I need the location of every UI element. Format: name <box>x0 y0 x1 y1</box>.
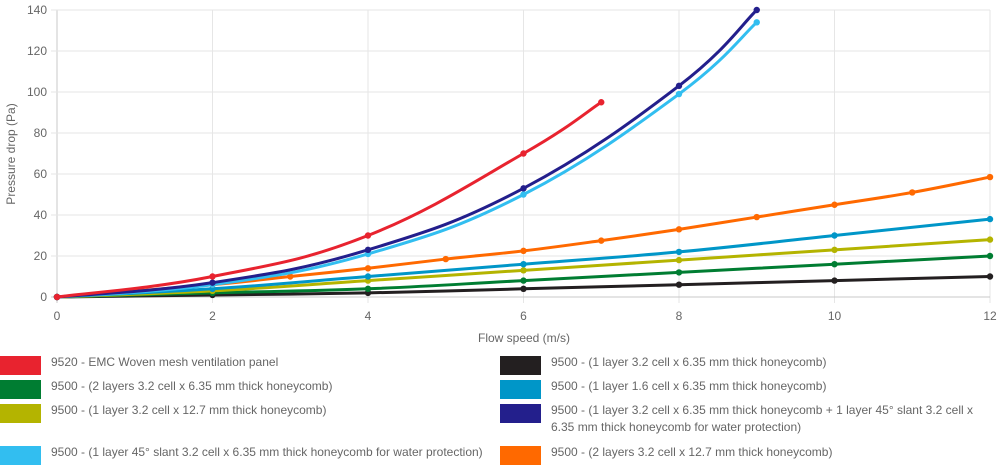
data-point[interactable] <box>442 255 449 263</box>
legend-item-series-6[interactable]: 9500 - (1 layer 45° slant 3.2 cell x 6.3… <box>0 444 490 465</box>
series-0 <box>53 99 605 301</box>
legend-label: 9500 - (1 layer 1.6 cell x 6.35 mm thick… <box>551 379 827 393</box>
legend-item-series-7[interactable]: 9500 - (2 layers 3.2 cell x 12.7 mm thic… <box>500 444 980 465</box>
legend-item-series-2[interactable]: 9500 - (2 layers 3.2 cell x 6.35 mm thic… <box>0 378 480 399</box>
data-point[interactable] <box>831 246 838 254</box>
y-tick-label: 20 <box>34 249 48 263</box>
series-layer <box>53 6 994 301</box>
data-point[interactable] <box>364 265 372 272</box>
data-point[interactable] <box>675 248 683 256</box>
data-point[interactable] <box>598 99 605 106</box>
data-point[interactable] <box>986 252 994 260</box>
data-point[interactable] <box>520 247 527 255</box>
data-point[interactable] <box>831 277 838 284</box>
legend-swatch <box>0 446 41 465</box>
y-tick-label: 100 <box>27 85 47 99</box>
data-point[interactable] <box>986 236 994 243</box>
data-point[interactable] <box>520 285 527 292</box>
data-point[interactable] <box>753 19 760 26</box>
data-point[interactable] <box>520 191 527 198</box>
legend-swatch <box>500 356 541 375</box>
y-tick-label: 60 <box>34 167 48 181</box>
data-point[interactable] <box>909 189 916 196</box>
legend: 9520 - EMC Woven mesh ventilation panel … <box>0 350 1000 466</box>
legend-swatch <box>500 380 541 399</box>
legend-item-series-4[interactable]: 9500 - (1 layer 3.2 cell x 12.7 mm thick… <box>0 402 480 423</box>
data-point[interactable] <box>287 273 294 280</box>
data-point[interactable] <box>831 201 838 208</box>
legend-item-series-0[interactable]: 9520 - EMC Woven mesh ventilation panel <box>0 354 480 375</box>
x-tick-label: 6 <box>520 309 527 323</box>
x-gridlines <box>56 10 991 303</box>
data-point[interactable] <box>675 226 683 233</box>
data-point[interactable] <box>753 213 760 221</box>
y-tick-label: 40 <box>34 208 48 222</box>
y-tick-label: 80 <box>34 126 48 140</box>
legend-swatch <box>0 356 41 375</box>
data-point[interactable] <box>675 281 683 288</box>
y-gridlines <box>51 9 990 298</box>
x-tick-label: 12 <box>983 309 997 323</box>
x-tick-label: 2 <box>209 309 216 323</box>
data-point[interactable] <box>675 269 683 276</box>
legend-label: 9500 - (1 layer 45° slant 3.2 cell x 6.3… <box>51 445 483 459</box>
data-point[interactable] <box>364 246 372 254</box>
data-point[interactable] <box>364 285 372 292</box>
data-point[interactable] <box>675 90 683 98</box>
legend-swatch <box>500 404 541 423</box>
data-point[interactable] <box>209 279 216 286</box>
data-point[interactable] <box>520 277 527 284</box>
series-5 <box>53 6 760 301</box>
legend-label: 9500 - (1 layer 3.2 cell x 6.35 mm thick… <box>551 355 827 369</box>
legend-label: 9520 - EMC Woven mesh ventilation panel <box>51 355 279 369</box>
data-point[interactable] <box>598 237 605 244</box>
x-tick-label: 8 <box>676 309 683 323</box>
legend-label: 9500 - (2 layers 3.2 cell x 12.7 mm thic… <box>551 445 833 459</box>
x-tick-label: 4 <box>365 309 372 323</box>
legend-item-series-3[interactable]: 9500 - (1 layer 1.6 cell x 6.35 mm thick… <box>500 378 980 399</box>
data-point[interactable] <box>986 173 994 181</box>
y-tick-label: 120 <box>27 44 47 58</box>
x-tick-labels: 0 2 4 6 8 10 12 <box>54 309 997 323</box>
data-point[interactable] <box>364 273 372 280</box>
y-tick-labels: 0 20 40 60 80 100 120 140 <box>27 3 47 304</box>
legend-label: 9500 - (1 layer 3.2 cell x 12.7 mm thick… <box>51 403 327 417</box>
legend-item-series-5[interactable]: 9500 - (1 layer 3.2 cell x 6.35 mm thick… <box>500 402 980 436</box>
y-tick-label: 140 <box>27 3 47 17</box>
data-point[interactable] <box>831 232 838 239</box>
data-point[interactable] <box>520 267 527 274</box>
data-point[interactable] <box>520 150 527 157</box>
legend-swatch <box>0 404 41 423</box>
y-axis-title: Pressure drop (Pa) <box>4 103 18 204</box>
series-line <box>55 100 603 299</box>
line-chart: 0 20 40 60 80 100 120 140 0 2 4 6 8 10 12 Pressure dr… <box>4 3 997 345</box>
legend-label: 9500 - (1 layer 3.2 cell x 6.35 mm thick… <box>551 403 974 434</box>
data-point[interactable] <box>520 185 527 192</box>
x-axis-title: Flow speed (m/s) <box>478 331 570 345</box>
data-point[interactable] <box>753 6 760 14</box>
legend-label: 9500 - (2 layers 3.2 cell x 6.35 mm thic… <box>51 379 333 393</box>
data-point[interactable] <box>209 273 216 280</box>
data-point[interactable] <box>675 256 683 264</box>
data-point[interactable] <box>986 273 994 280</box>
data-point[interactable] <box>520 261 527 268</box>
data-point[interactable] <box>364 232 372 239</box>
y-tick-label: 0 <box>40 290 47 304</box>
series-6 <box>53 19 760 301</box>
data-point[interactable] <box>53 293 61 301</box>
data-point[interactable] <box>986 215 994 223</box>
legend-item-series-1[interactable]: 9500 - (1 layer 3.2 cell x 6.35 mm thick… <box>500 354 980 375</box>
legend-swatch <box>0 380 41 399</box>
data-point[interactable] <box>675 82 683 90</box>
x-tick-label: 0 <box>54 309 61 323</box>
data-point[interactable] <box>831 261 838 268</box>
legend-swatch <box>500 446 541 465</box>
x-tick-label: 10 <box>828 309 842 323</box>
